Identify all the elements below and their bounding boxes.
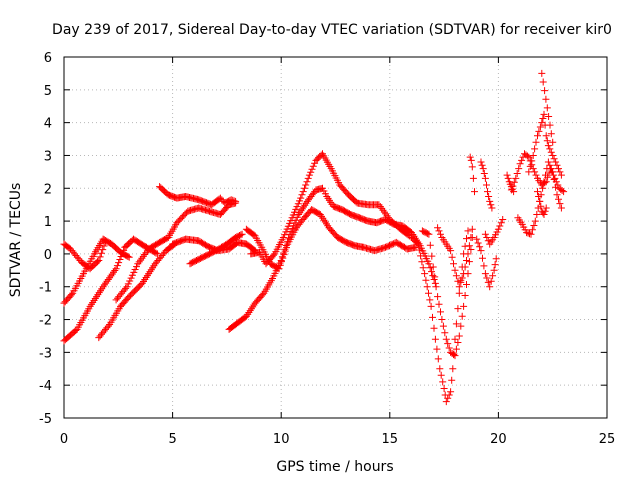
- series-markers: [247, 150, 413, 268]
- series-pass-h: [186, 230, 246, 268]
- series-pass-o: [466, 153, 478, 196]
- series-pass-d: [95, 240, 179, 342]
- series-markers: [60, 235, 161, 345]
- series-markers: [434, 224, 476, 291]
- series-pass-b: [60, 235, 161, 345]
- chart-title: Day 239 of 2017, Sidereal Day-to-day VTE…: [52, 22, 612, 38]
- series-markers: [525, 110, 565, 179]
- series-markers: [186, 230, 246, 268]
- y-axis-label: SDTVAR / TECUs: [8, 183, 24, 298]
- axis-ticks: 0 5 10 15 20 25 -5 -4 -3 -2 -1 0 1 2 3 4 5 6: [39, 51, 615, 447]
- y-tick-label: 3: [44, 149, 52, 164]
- y-tick-label: 5: [44, 84, 52, 99]
- series-pass-w: [534, 188, 550, 218]
- y-tick-label: 0: [44, 248, 52, 263]
- x-tick-label: 5: [168, 432, 176, 447]
- series-pass-k: [242, 206, 420, 273]
- series-pass-u: [514, 158, 565, 238]
- x-axis-label: GPS time / hours: [276, 459, 393, 475]
- series-markers: [514, 158, 565, 238]
- series-markers: [534, 188, 550, 218]
- series-markers: [112, 199, 240, 304]
- y-tick-label: 4: [44, 117, 52, 132]
- series-markers: [95, 240, 179, 342]
- y-tick-label: 2: [44, 182, 52, 197]
- series-pass-p: [473, 235, 500, 291]
- data-markers: [60, 69, 568, 406]
- series-markers: [477, 158, 496, 212]
- series-markers: [466, 153, 478, 196]
- y-tick-label: -2: [39, 314, 52, 329]
- series-markers: [418, 227, 476, 360]
- series-markers: [481, 216, 507, 248]
- series-markers: [156, 183, 240, 209]
- y-tick-label: -4: [39, 379, 52, 394]
- y-tick-label: 1: [44, 215, 52, 230]
- series-pass-x: [538, 69, 557, 146]
- series-markers: [242, 206, 420, 273]
- x-tick-label: 0: [60, 432, 68, 447]
- series-pass-n: [434, 224, 476, 291]
- x-tick-label: 15: [382, 432, 399, 447]
- series-pass-v: [525, 110, 565, 179]
- series-pass-m: [418, 227, 476, 360]
- series-pass-q: [477, 158, 496, 212]
- plot-frame: [63, 56, 608, 419]
- series-markers: [473, 235, 500, 291]
- x-tick-label: 25: [599, 432, 616, 447]
- grid: [64, 57, 607, 418]
- series-pass-e: [112, 199, 240, 304]
- y-tick-label: 6: [44, 51, 52, 66]
- y-tick-label: -1: [39, 281, 52, 296]
- y-tick-label: -5: [39, 412, 52, 427]
- x-tick-label: 10: [273, 432, 290, 447]
- series-pass-r: [481, 216, 507, 248]
- series-markers: [60, 238, 109, 273]
- series-markers: [538, 69, 557, 146]
- series-pass-f: [156, 183, 240, 209]
- series-pass-j: [247, 150, 413, 268]
- x-tick-label: 20: [490, 432, 507, 447]
- series-pass-c: [60, 238, 109, 273]
- y-tick-label: -3: [39, 346, 52, 361]
